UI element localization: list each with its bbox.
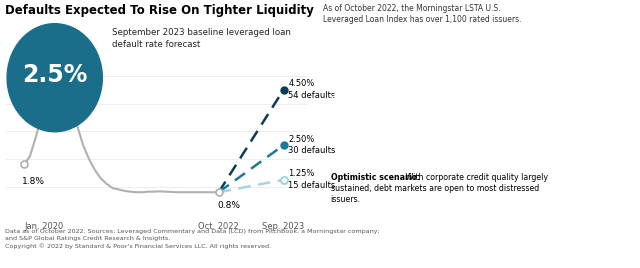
Text: debt markets.: debt markets. bbox=[331, 60, 386, 69]
Text: 54 defaults: 54 defaults bbox=[289, 91, 335, 100]
Text: 1.8%: 1.8% bbox=[22, 177, 45, 186]
Text: The number of distressed issuers has: The number of distressed issuers has bbox=[381, 96, 531, 105]
Text: Pessimistic scenario:: Pessimistic scenario: bbox=[331, 18, 424, 27]
Text: these issuers do not have access to capital in restrictive: these issuers do not have access to capi… bbox=[331, 46, 552, 55]
Text: Distressed issuers multiply as: Distressed issuers multiply as bbox=[407, 18, 527, 27]
Text: challenging macroeconomic conditions persist--many of: challenging macroeconomic conditions per… bbox=[331, 32, 551, 41]
Text: sustained, debt markets are open to most distressed: sustained, debt markets are open to most… bbox=[331, 184, 539, 193]
Text: As of October 2022, the Morningstar LSTA U.S.
Leveraged Loan Index has over 1,10: As of October 2022, the Morningstar LSTA… bbox=[323, 4, 522, 24]
Circle shape bbox=[7, 24, 102, 132]
Text: 30 defaults: 30 defaults bbox=[289, 147, 336, 155]
Text: issuers.: issuers. bbox=[331, 195, 361, 204]
Text: Oct. 2022: Oct. 2022 bbox=[198, 222, 239, 231]
Text: 1.25%: 1.25% bbox=[289, 169, 315, 178]
Text: 0.8%: 0.8% bbox=[217, 200, 240, 210]
Text: 4.50%: 4.50% bbox=[289, 79, 315, 88]
Text: Sep. 2023: Sep. 2023 bbox=[262, 222, 305, 231]
Text: Base scenario:: Base scenario: bbox=[331, 96, 396, 105]
Text: With corporate credit quality largely: With corporate credit quality largely bbox=[403, 173, 548, 183]
Text: Jan. 2020: Jan. 2020 bbox=[24, 222, 63, 231]
Text: 15 defaults: 15 defaults bbox=[289, 181, 335, 190]
Text: issuers in 2023.: issuers in 2023. bbox=[331, 139, 393, 148]
Text: 2.5%: 2.5% bbox=[22, 64, 88, 87]
Text: Defaults Expected To Rise On Tighter Liquidity: Defaults Expected To Rise On Tighter Liq… bbox=[5, 4, 314, 17]
Text: risen with weaker growth, higher costs, and higher rates: risen with weaker growth, higher costs, … bbox=[331, 111, 554, 120]
Text: slowly taking their toll--liquidity dries up for more of these: slowly taking their toll--liquidity drie… bbox=[331, 125, 561, 134]
Text: Data as of October 2022. Sources: Leveraged Commentary and Data (LCD) from Pitch: Data as of October 2022. Sources: Levera… bbox=[5, 229, 380, 249]
Text: September 2023 baseline leveraged loan
default rate forecast: September 2023 baseline leveraged loan d… bbox=[112, 28, 291, 49]
Text: 2.50%: 2.50% bbox=[289, 135, 315, 144]
Text: Optimistic scenario:: Optimistic scenario: bbox=[331, 173, 420, 183]
